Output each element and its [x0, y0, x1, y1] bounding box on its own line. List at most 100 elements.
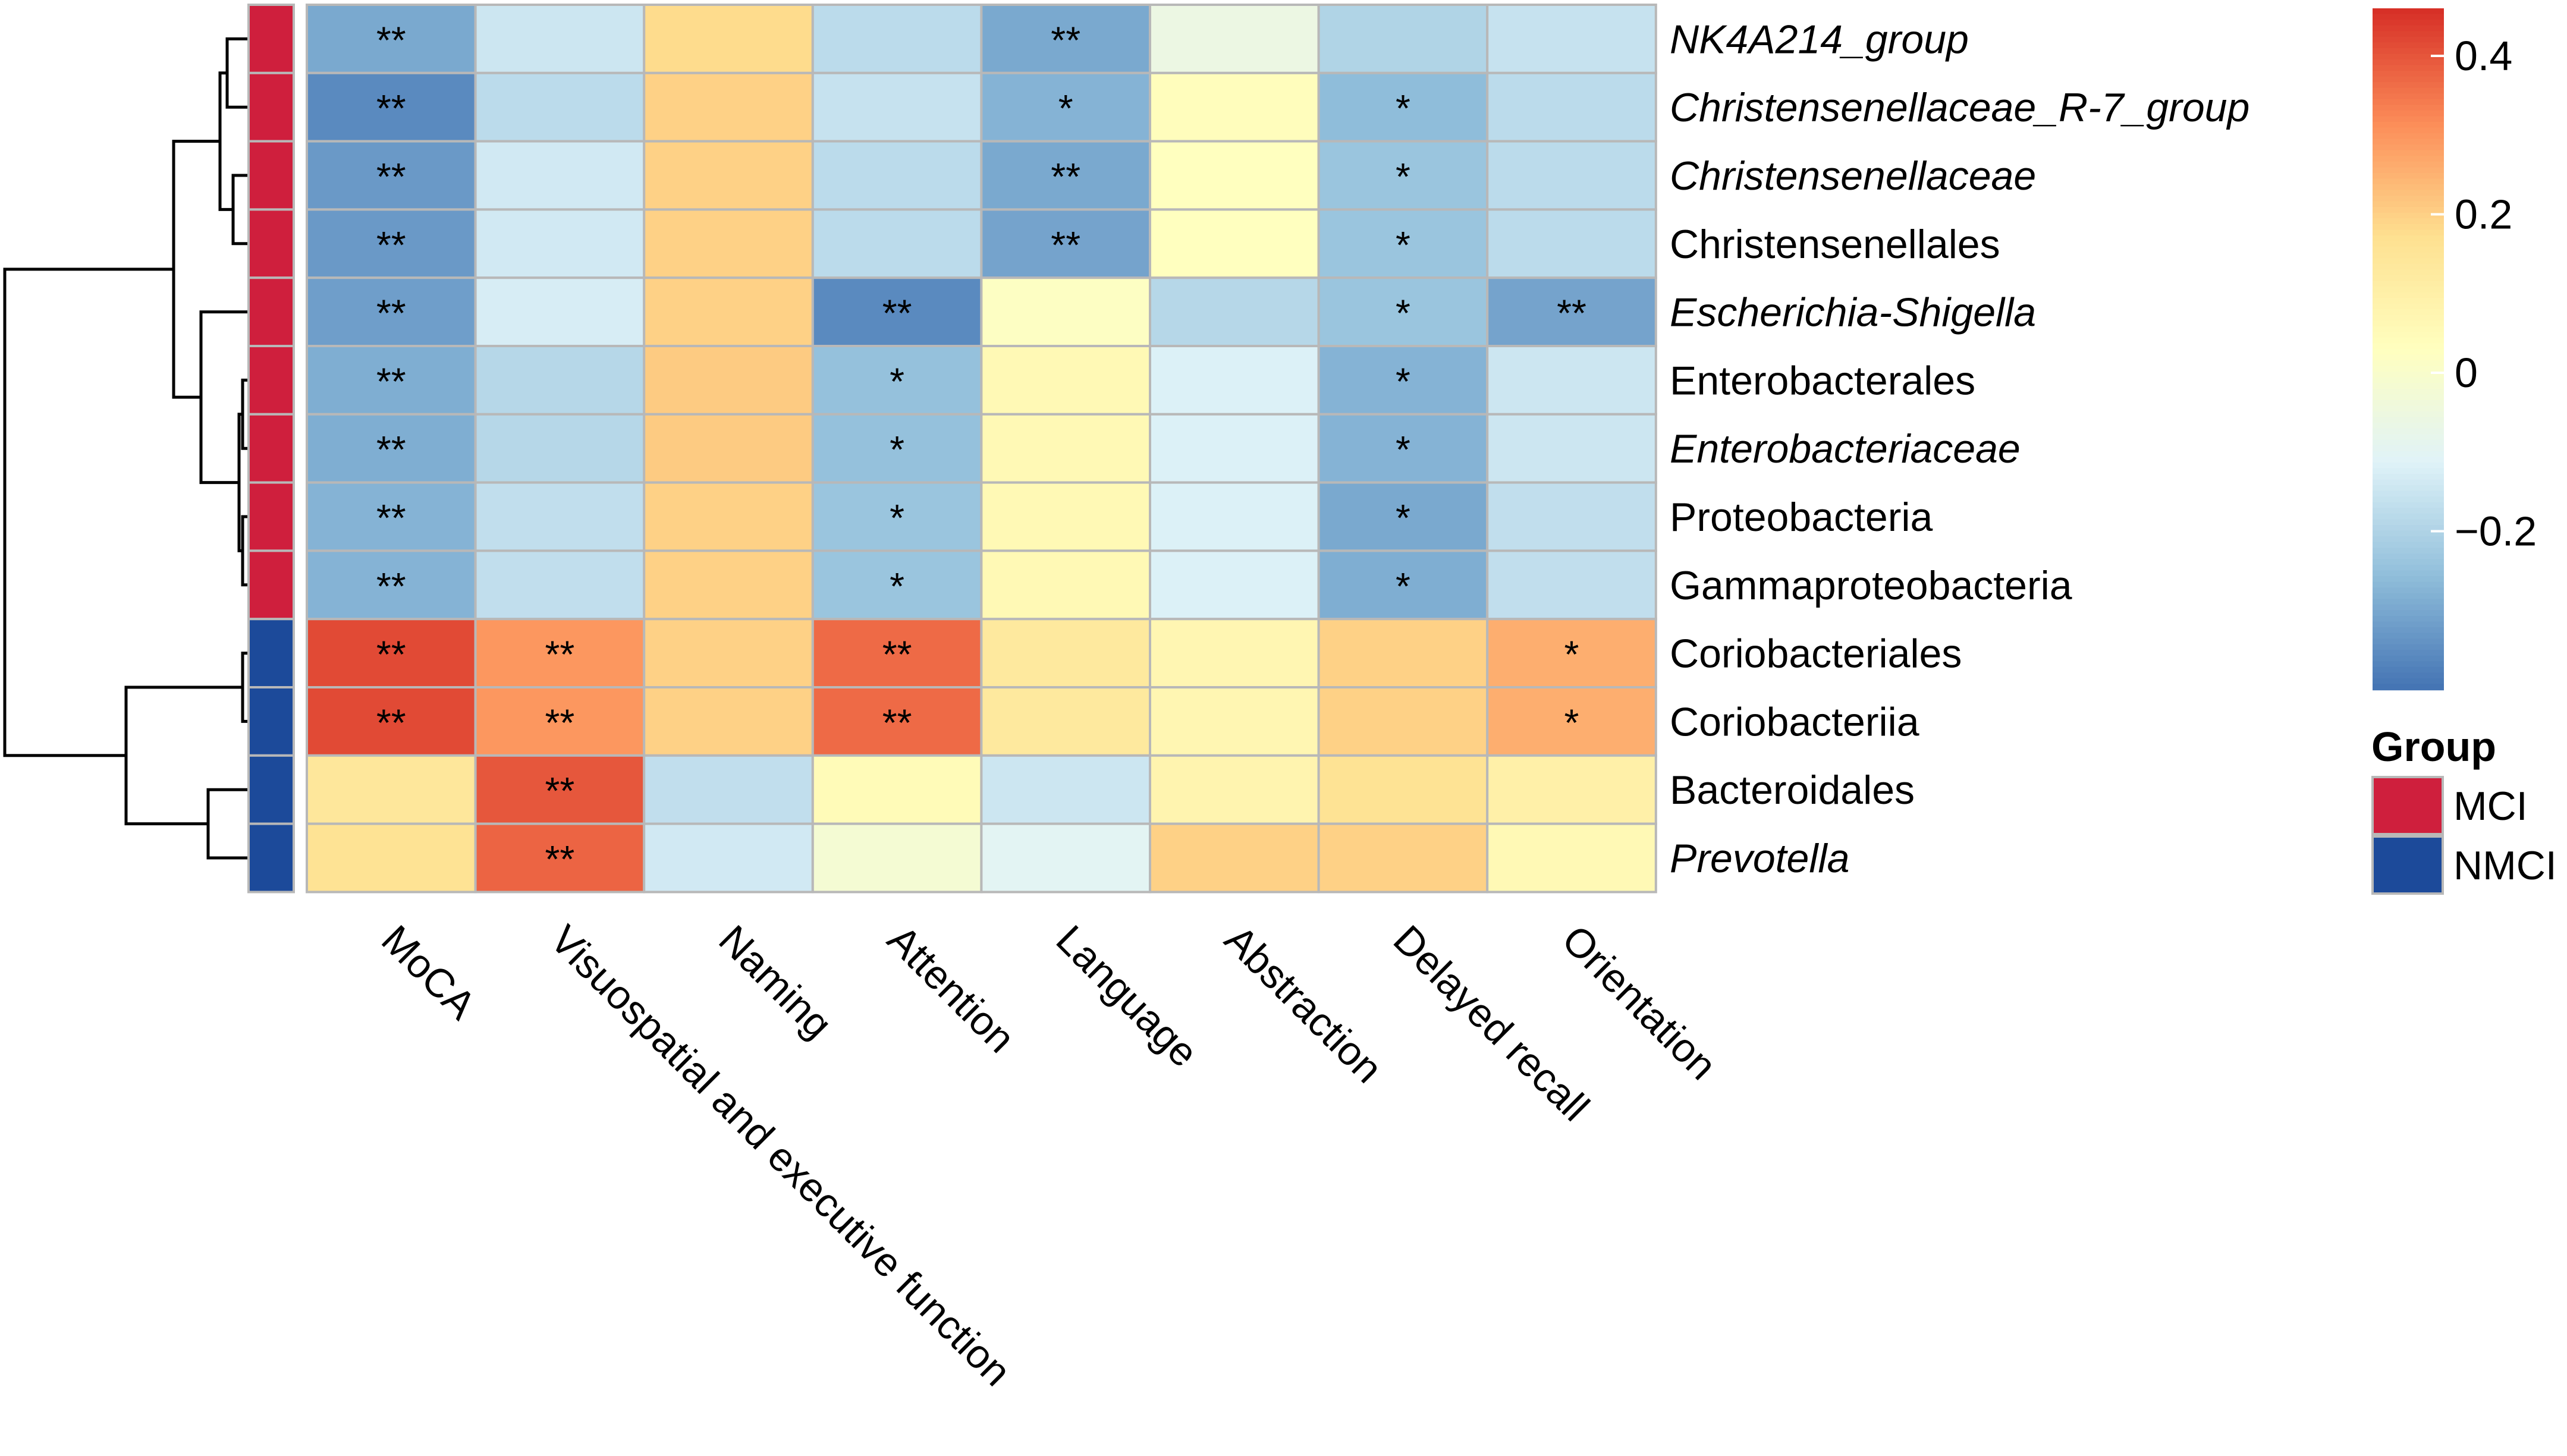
- row-label: Enterobacteriaceae: [1670, 426, 2021, 471]
- heatmap-cell: [1149, 481, 1320, 552]
- heatmap-cell: [643, 754, 814, 825]
- color-scale-strip: [2373, 349, 2444, 356]
- row-dendrogram: [3, 37, 249, 860]
- color-scale-strip: [2373, 479, 2444, 486]
- heatmap-cell: [1317, 686, 1489, 757]
- color-scale-strip: [2373, 156, 2444, 163]
- heatmap-cell: [1317, 822, 1489, 894]
- color-scale-strip: [2373, 627, 2444, 634]
- color-scale-strip: [2373, 360, 2444, 367]
- color-scale-strip: [2373, 161, 2444, 168]
- heatmap-cell: [1486, 686, 1657, 757]
- significance-mark: *: [1396, 496, 1410, 539]
- color-scale-strip: [2373, 93, 2444, 100]
- heatmap-cell: [1486, 413, 1657, 484]
- heatmap-cell: [474, 481, 646, 552]
- heatmap-cell: [980, 822, 1152, 894]
- group-annotation-column: [247, 4, 295, 894]
- heatmap-cell: [643, 413, 814, 484]
- color-scale-strip: [2373, 133, 2444, 140]
- color-scale-strip: [2373, 190, 2444, 197]
- color-scale-strip: [2373, 650, 2444, 656]
- color-scale-strip: [2373, 411, 2444, 418]
- group-annotation-cell: [247, 481, 295, 552]
- color-scale-strip: [2373, 570, 2444, 577]
- heatmap-cell: [1317, 208, 1489, 279]
- group-legend-swatch: [2371, 776, 2444, 835]
- color-scale-strip: [2373, 666, 2444, 674]
- color-scale-strip: [2373, 457, 2444, 464]
- heatmap-cell: [1486, 140, 1657, 211]
- significance-mark: *: [890, 496, 904, 539]
- heatmap-cell: [306, 618, 477, 688]
- color-scale-strip: [2373, 178, 2444, 185]
- significance-mark: *: [890, 428, 904, 471]
- heatmap-cell: [643, 549, 814, 621]
- color-scale-strip: [2373, 548, 2444, 554]
- color-scale-strip: [2373, 229, 2444, 237]
- color-scale-strip: [2373, 20, 2444, 26]
- color-scale-strip: [2373, 99, 2444, 106]
- color-scale-legend: 0.4 0.2 0 −0.2: [2373, 8, 2537, 691]
- color-scale-strip: [2373, 672, 2444, 680]
- color-scale-strip: [2373, 621, 2444, 628]
- heatmap-cell: [811, 754, 983, 825]
- color-scale-strip: [2373, 292, 2444, 299]
- significance-mark: *: [890, 565, 904, 608]
- row-label: Prevotella: [1670, 836, 1849, 881]
- heatmap-cell: [1317, 140, 1489, 211]
- significance-mark: **: [882, 633, 912, 676]
- color-scale-strip: [2373, 139, 2444, 146]
- color-scale-strip: [2373, 684, 2444, 691]
- color-scale-strip: [2373, 439, 2444, 446]
- color-scale-strip: [2373, 235, 2444, 242]
- heatmap-cell: [811, 71, 983, 143]
- significance-mark: **: [376, 496, 406, 539]
- heatmap-cell: [1149, 618, 1320, 688]
- color-scale-strip: [2373, 54, 2444, 61]
- heatmap-cell: [1486, 481, 1657, 552]
- heatmap-cell: [1317, 618, 1489, 688]
- significance-mark: **: [882, 292, 912, 335]
- color-scale-strip: [2373, 639, 2444, 645]
- heatmap-cell: [474, 4, 646, 74]
- color-scale-strip: [2373, 122, 2444, 128]
- color-scale-strip: [2373, 400, 2444, 407]
- heatmap-cell: [980, 549, 1152, 621]
- row-label: Gammaproteobacteria: [1670, 563, 2072, 608]
- color-scale-strip: [2373, 581, 2444, 589]
- heatmap-cell: [1149, 754, 1320, 825]
- color-scale-strip: [2373, 332, 2444, 339]
- significance-mark: *: [1058, 87, 1073, 130]
- heatmap-cell: [474, 413, 646, 484]
- heatmap-cell: [980, 140, 1152, 211]
- heatmap-cell: [1486, 754, 1657, 825]
- color-scale-strip: [2373, 434, 2444, 441]
- color-scale-strip: [2373, 445, 2444, 452]
- color-scale-strip: [2373, 127, 2444, 134]
- color-scale-strip: [2373, 263, 2444, 271]
- group-annotation-cell: [247, 208, 295, 279]
- significance-mark: **: [545, 838, 574, 880]
- color-scale-strip: [2373, 604, 2444, 611]
- color-scale-strip: [2373, 212, 2444, 219]
- heatmap-cell: [1486, 822, 1657, 894]
- color-scale-strip: [2373, 610, 2444, 617]
- group-annotation-cell: [247, 754, 295, 825]
- heatmap-cells: [306, 4, 1657, 894]
- group-annotation-cell: [247, 71, 295, 143]
- heatmap-cell: [1486, 208, 1657, 279]
- heatmap-cell: [811, 481, 983, 552]
- color-scale-strip: [2373, 377, 2444, 384]
- heatmap-cell: [643, 345, 814, 416]
- color-scale-strip: [2373, 372, 2444, 378]
- color-scale-strip: [2373, 224, 2444, 231]
- significance-mark: **: [376, 360, 406, 402]
- heatmap-cell: [1317, 754, 1489, 825]
- color-scale-strip: [2373, 417, 2444, 424]
- heatmap-cell: [474, 822, 646, 894]
- color-scale-strip: [2373, 468, 2444, 475]
- color-scale-strip: [2373, 599, 2444, 605]
- heatmap-cell: [643, 618, 814, 688]
- heatmap-cell: [1486, 4, 1657, 74]
